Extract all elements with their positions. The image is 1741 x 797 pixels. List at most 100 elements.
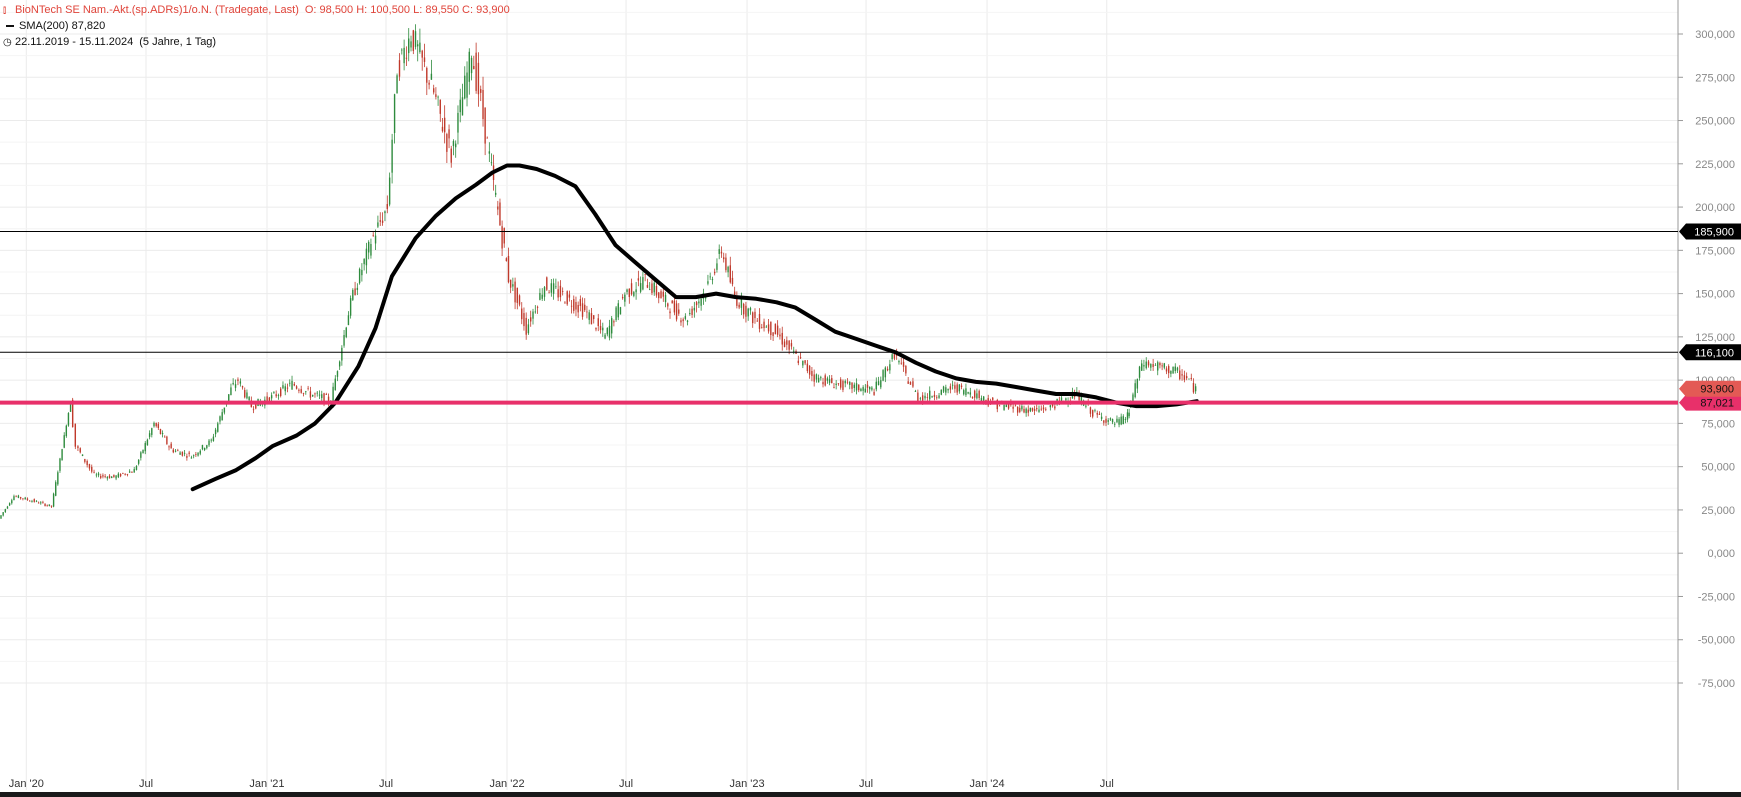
price-tag-bg bbox=[1679, 394, 1741, 411]
candle-up bbox=[1138, 366, 1141, 378]
candle-down bbox=[731, 277, 734, 285]
candle-up bbox=[686, 320, 689, 322]
candle-up bbox=[938, 395, 940, 398]
candle-up bbox=[190, 457, 193, 459]
horizontal-lines[interactable] bbox=[0, 230, 1678, 405]
candle-up bbox=[1170, 371, 1172, 374]
candle-down bbox=[1185, 376, 1188, 379]
candle-down bbox=[480, 89, 482, 93]
candle-up bbox=[417, 44, 419, 47]
candle-up bbox=[490, 162, 493, 163]
candle-down bbox=[811, 370, 813, 377]
candle-down bbox=[1051, 404, 1054, 407]
candle-down bbox=[113, 474, 115, 477]
candle-up bbox=[707, 281, 709, 284]
candle-down bbox=[443, 117, 446, 133]
candle-up bbox=[391, 139, 393, 173]
candle-up bbox=[1114, 423, 1116, 425]
candle-up bbox=[219, 416, 221, 422]
candle-up bbox=[356, 287, 359, 291]
candle-up bbox=[880, 380, 882, 388]
candle-up bbox=[653, 282, 655, 293]
candle-up bbox=[1100, 416, 1103, 419]
candle-down bbox=[790, 343, 793, 347]
last-price-tag-label: 93,900 bbox=[1700, 384, 1734, 396]
candle-up bbox=[539, 292, 541, 300]
candle-down bbox=[866, 384, 869, 388]
candle-up bbox=[642, 277, 644, 290]
candle-up bbox=[976, 393, 978, 399]
candle-down bbox=[1092, 410, 1094, 417]
candle-down bbox=[813, 374, 815, 382]
candle-up bbox=[602, 327, 604, 331]
candle-up bbox=[316, 392, 318, 394]
candle-up bbox=[174, 450, 177, 452]
candle-up bbox=[700, 298, 702, 306]
candle-up bbox=[826, 378, 829, 381]
candle-up bbox=[1194, 386, 1197, 392]
candle-down bbox=[499, 202, 501, 226]
candle-up bbox=[815, 374, 818, 380]
candle-down bbox=[155, 422, 157, 427]
candle-up bbox=[24, 497, 26, 500]
candle-down bbox=[590, 313, 593, 325]
candle-up bbox=[1124, 419, 1127, 420]
candle-up bbox=[343, 334, 345, 346]
candle-down bbox=[314, 393, 316, 395]
candle-up bbox=[291, 380, 293, 390]
candle-up bbox=[67, 413, 70, 426]
candle-up bbox=[408, 38, 410, 54]
candle-up bbox=[689, 312, 691, 315]
candle-down bbox=[905, 366, 907, 374]
candle-down bbox=[695, 302, 698, 306]
candle-down bbox=[131, 472, 133, 473]
candle-up bbox=[1056, 398, 1058, 402]
candle-up bbox=[1154, 365, 1157, 366]
candle-up bbox=[606, 327, 609, 335]
candle-up bbox=[633, 292, 635, 296]
candle-down bbox=[15, 496, 17, 498]
candle-down bbox=[1181, 374, 1183, 376]
candle-down bbox=[673, 300, 676, 313]
date-range-legend[interactable]: ◷ 22.11.2019 - 15.11.2024 (5 Jahre, 1 Tag) bbox=[3, 35, 216, 50]
candle-down bbox=[956, 384, 958, 393]
candle-up bbox=[106, 477, 109, 479]
candle-down bbox=[680, 320, 682, 323]
candle-down bbox=[29, 500, 31, 502]
candle-up bbox=[512, 284, 514, 287]
candle-down bbox=[46, 505, 48, 507]
candle-up bbox=[370, 244, 372, 256]
candle-up bbox=[361, 269, 363, 276]
candle-up bbox=[1085, 405, 1087, 407]
candle-down bbox=[124, 474, 126, 475]
candle-up bbox=[232, 382, 234, 385]
candle-down bbox=[577, 304, 579, 313]
candle-up bbox=[527, 324, 530, 334]
candle-up bbox=[179, 452, 181, 455]
candle-down bbox=[776, 325, 779, 335]
candle-up bbox=[4, 509, 7, 512]
candle-down bbox=[584, 304, 586, 311]
sma-legend[interactable]: SMA(200) 87,820 bbox=[3, 19, 105, 33]
candle-up bbox=[459, 99, 461, 113]
candle-down bbox=[268, 397, 271, 403]
candle-down bbox=[327, 396, 330, 403]
candle-down bbox=[822, 382, 824, 385]
candle-down bbox=[781, 332, 783, 345]
candle-up bbox=[942, 386, 945, 392]
candle-up bbox=[97, 473, 100, 476]
y-tick-label: 300,000 bbox=[1695, 29, 1735, 41]
candle-down bbox=[1007, 403, 1010, 409]
candle-up bbox=[31, 501, 33, 502]
candle-down bbox=[1167, 366, 1170, 374]
candle-down bbox=[893, 354, 896, 359]
candle-up bbox=[388, 177, 391, 205]
candle-down bbox=[660, 291, 662, 299]
candle-up bbox=[52, 493, 55, 507]
candle-up bbox=[884, 367, 887, 378]
candle-down bbox=[729, 265, 731, 283]
candle-up bbox=[727, 266, 729, 273]
candle-up bbox=[203, 447, 206, 451]
candle-up bbox=[619, 307, 622, 315]
